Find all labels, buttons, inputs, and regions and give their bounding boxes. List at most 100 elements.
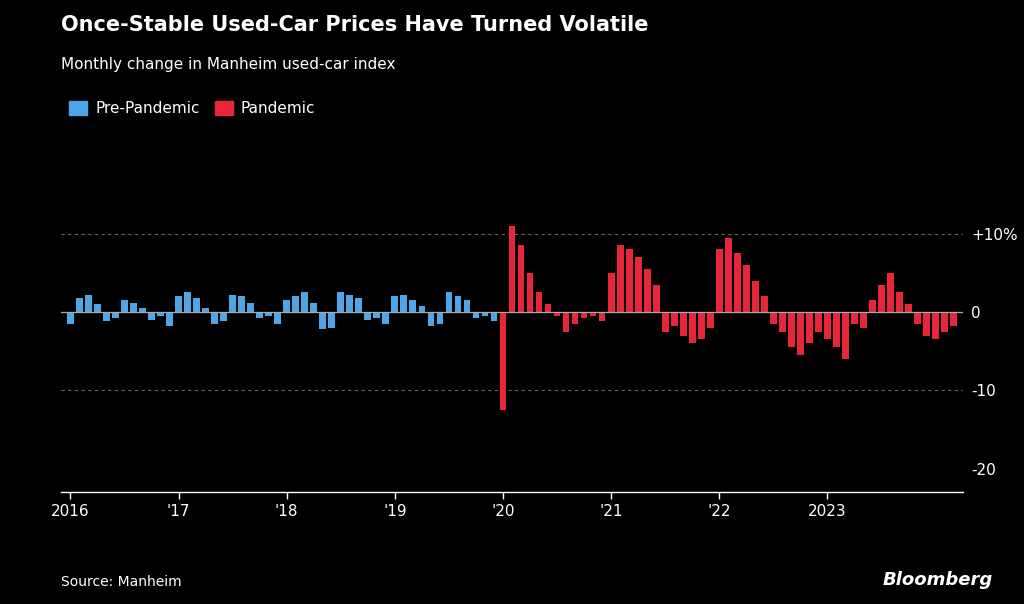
Bar xyxy=(464,300,470,312)
Bar xyxy=(536,292,543,312)
Bar xyxy=(851,312,858,324)
Bar xyxy=(526,273,534,312)
Bar xyxy=(265,312,272,316)
Text: Once-Stable Used-Car Prices Have Turned Volatile: Once-Stable Used-Car Prices Have Turned … xyxy=(61,15,649,35)
Bar xyxy=(626,249,633,312)
Bar xyxy=(103,312,110,321)
Bar xyxy=(833,312,840,347)
Bar xyxy=(220,312,227,321)
Bar xyxy=(941,312,948,332)
Bar xyxy=(284,300,290,312)
Bar xyxy=(391,297,398,312)
Bar xyxy=(581,312,588,318)
Bar xyxy=(455,297,461,312)
Bar xyxy=(599,312,605,321)
Bar xyxy=(256,312,263,318)
Bar xyxy=(824,312,830,339)
Bar xyxy=(707,312,714,328)
Bar xyxy=(148,312,155,320)
Bar xyxy=(293,297,299,312)
Bar xyxy=(644,269,650,312)
Bar xyxy=(869,300,876,312)
Bar xyxy=(905,304,911,312)
Bar xyxy=(436,312,443,324)
Bar xyxy=(68,312,74,324)
Bar xyxy=(500,312,506,410)
Bar xyxy=(85,295,92,312)
Bar xyxy=(887,273,894,312)
Legend: Pre-Pandemic, Pandemic: Pre-Pandemic, Pandemic xyxy=(69,101,315,117)
Bar xyxy=(563,312,569,332)
Bar xyxy=(301,292,308,312)
Bar xyxy=(76,298,83,312)
Bar xyxy=(842,312,849,359)
Bar xyxy=(815,312,821,332)
Bar xyxy=(806,312,813,344)
Bar xyxy=(571,312,579,324)
Bar xyxy=(689,312,695,344)
Bar xyxy=(410,300,416,312)
Bar xyxy=(923,312,930,336)
Bar xyxy=(779,312,785,332)
Bar xyxy=(734,253,740,312)
Bar xyxy=(554,312,560,316)
Text: Bloomberg: Bloomberg xyxy=(883,571,993,589)
Bar xyxy=(94,304,100,312)
Bar xyxy=(184,292,190,312)
Bar xyxy=(239,297,245,312)
Bar xyxy=(896,292,903,312)
Bar xyxy=(194,298,200,312)
Bar xyxy=(202,308,209,312)
Bar xyxy=(374,312,380,318)
Bar xyxy=(274,312,281,324)
Bar xyxy=(211,312,218,324)
Bar xyxy=(382,312,389,324)
Bar xyxy=(545,304,551,312)
Bar xyxy=(346,295,353,312)
Bar xyxy=(139,308,145,312)
Bar xyxy=(472,312,479,318)
Bar xyxy=(310,303,317,312)
Bar xyxy=(428,312,434,326)
Bar xyxy=(716,249,723,312)
Bar xyxy=(481,312,488,316)
Bar xyxy=(166,312,173,326)
Bar xyxy=(860,312,866,328)
Bar xyxy=(932,312,939,339)
Bar xyxy=(725,237,731,312)
Bar xyxy=(419,306,425,312)
Bar xyxy=(697,312,705,339)
Bar xyxy=(662,312,669,332)
Bar xyxy=(761,297,768,312)
Bar xyxy=(247,303,254,312)
Bar xyxy=(355,298,362,312)
Bar xyxy=(229,295,236,312)
Bar xyxy=(797,312,804,355)
Bar xyxy=(509,226,515,312)
Bar xyxy=(770,312,776,324)
Bar xyxy=(616,245,624,312)
Bar xyxy=(635,257,641,312)
Text: Monthly change in Manheim used-car index: Monthly change in Manheim used-car index xyxy=(61,57,396,72)
Bar xyxy=(175,297,182,312)
Bar xyxy=(130,303,137,312)
Bar xyxy=(157,312,164,316)
Text: Source: Manheim: Source: Manheim xyxy=(61,575,182,589)
Bar xyxy=(607,273,614,312)
Bar xyxy=(914,312,921,324)
Bar xyxy=(878,284,885,312)
Bar xyxy=(445,292,453,312)
Bar xyxy=(590,312,596,316)
Bar xyxy=(787,312,795,347)
Bar xyxy=(671,312,678,326)
Bar xyxy=(365,312,371,320)
Bar xyxy=(742,265,750,312)
Bar xyxy=(680,312,686,336)
Bar xyxy=(517,245,524,312)
Bar xyxy=(400,295,408,312)
Bar xyxy=(121,300,128,312)
Bar xyxy=(338,292,344,312)
Bar xyxy=(112,312,119,318)
Bar xyxy=(752,281,759,312)
Bar xyxy=(652,284,659,312)
